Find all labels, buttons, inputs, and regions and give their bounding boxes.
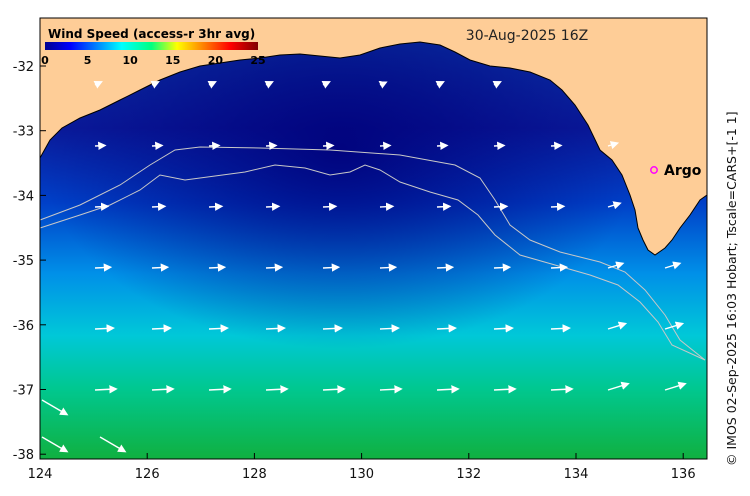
wind-arrow: [322, 202, 338, 211]
colorbar: Wind Speed (access-r 3hr avg) 0 5 10 15 20 25: [41, 27, 265, 67]
x-tick-label: 130: [349, 467, 374, 482]
wind-arrow: [492, 81, 502, 89]
y-tick-label: -37: [13, 384, 34, 399]
wind-arrow: [94, 324, 115, 333]
wind-arrow: [265, 385, 289, 394]
wind-arrow: [436, 202, 452, 211]
colorbar-tick-label: 20: [208, 54, 224, 67]
wind-arrow: [379, 202, 395, 211]
wind-arrow: [99, 436, 127, 453]
wind-arrow: [94, 263, 113, 272]
wind-arrow: [435, 81, 445, 89]
wind-arrow: [664, 381, 687, 391]
wind-arrow: [265, 202, 281, 211]
wind-arrow: [264, 81, 274, 89]
wind-arrow: [265, 324, 286, 333]
wind-arrow: [607, 321, 628, 330]
wind-arrow: [379, 324, 400, 333]
wind-arrow: [151, 324, 172, 333]
wind-arrow: [607, 201, 622, 210]
date-label: 30-Aug-2025 16Z: [466, 28, 588, 44]
land-coastline: [39, 17, 708, 256]
x-tick-label: 126: [135, 467, 160, 482]
wind-arrow: [493, 202, 509, 211]
wind-arrow: [493, 385, 517, 394]
wind-arrow: [378, 81, 388, 89]
colorbar-tick-label: 5: [84, 54, 92, 67]
x-tick-label: 132: [456, 467, 481, 482]
y-tick-label: -38: [13, 448, 34, 463]
x-tick-label: 128: [242, 467, 267, 482]
argo-marker-icon[interactable]: [650, 166, 658, 174]
wind-arrow: [322, 324, 343, 333]
wind-arrow: [379, 263, 398, 272]
wind-arrow: [550, 202, 566, 211]
wind-arrow: [208, 324, 229, 333]
y-tick-label: -33: [13, 125, 34, 140]
y-axis: -32 -33 -34 -35 -36 -37 -38: [13, 60, 46, 463]
wind-arrow: [93, 81, 103, 89]
wind-arrow: [493, 263, 512, 272]
x-axis: 124 126 128 130 132 134 136: [28, 453, 696, 482]
wind-arrow: [150, 81, 160, 89]
wind-arrow: [321, 81, 331, 89]
wind-arrow: [208, 263, 227, 272]
wind-arrow: [207, 81, 217, 89]
wind-arrow: [436, 324, 457, 333]
x-tick-label: 134: [564, 467, 589, 482]
wind-arrow: [208, 385, 232, 394]
wind-arrow: [436, 263, 455, 272]
colorbar-tick-label: 0: [41, 54, 49, 67]
wind-arrow: [607, 261, 625, 270]
wind-arrow: [550, 385, 574, 394]
wind-arrow: [379, 385, 403, 394]
argo-label: Argo: [664, 163, 702, 179]
y-tick-label: -32: [13, 60, 34, 75]
wind-arrow: [550, 263, 569, 272]
colorbar-tick-label: 15: [165, 54, 180, 67]
depth-contour-outer: [39, 146, 706, 361]
credit-text: © IMOS 02-Sep-2025 16:03 Hobart; Tscale=…: [724, 111, 739, 466]
wind-arrow: [664, 321, 685, 330]
wind-arrow: [664, 261, 682, 270]
wind-arrow: [322, 263, 341, 272]
wind-arrow: [436, 385, 460, 394]
x-tick-label: 124: [28, 467, 53, 482]
wind-arrow: [493, 324, 514, 333]
wind-arrow: [265, 263, 284, 272]
wind-arrow: [151, 202, 167, 211]
wind-arrow: [151, 385, 175, 394]
y-tick-label: -35: [13, 254, 34, 269]
wind-arrow: [322, 385, 346, 394]
wind-arrows: [41, 81, 687, 453]
colorbar-tick-label: 10: [123, 54, 139, 67]
wind-arrow: [208, 202, 224, 211]
x-tick-label: 136: [671, 467, 696, 482]
wind-arrow: [41, 436, 69, 453]
wind-arrow: [607, 381, 630, 391]
wind-arrow: [41, 399, 69, 416]
y-tick-label: -36: [13, 319, 34, 334]
colorbar-gradient: [45, 42, 258, 50]
map-frame: [39, 17, 708, 460]
colorbar-title: Wind Speed (access-r 3hr avg): [48, 27, 255, 41]
wind-arrow: [94, 385, 118, 394]
y-tick-label: -34: [13, 189, 34, 204]
depth-contour-inner: [39, 164, 706, 361]
colorbar-tick-label: 25: [250, 54, 265, 67]
wind-arrow: [151, 263, 170, 272]
wind-arrow: [94, 202, 110, 211]
wind-arrow: [607, 141, 620, 150]
wind-arrow: [550, 324, 571, 333]
